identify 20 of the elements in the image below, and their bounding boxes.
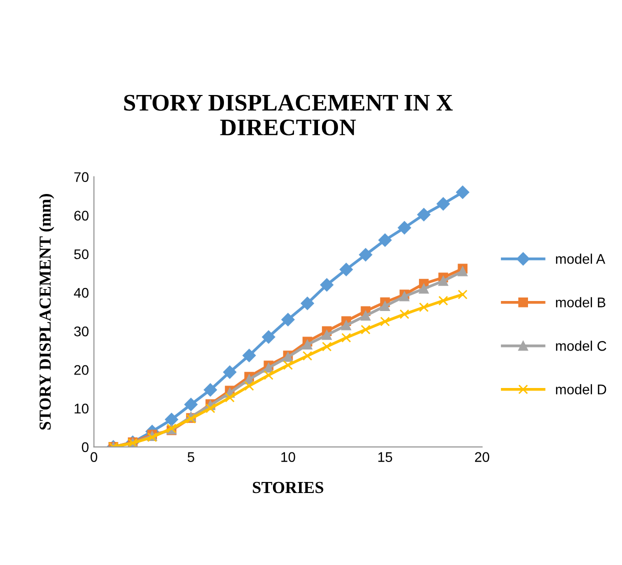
y-tick-label: 10 bbox=[74, 404, 89, 414]
legend-label: model D bbox=[556, 384, 606, 394]
y-tick-label: 30 bbox=[74, 326, 89, 336]
y-tick-label: 0 bbox=[82, 442, 89, 452]
x-tick-label: 10 bbox=[281, 452, 296, 462]
x-tick-label: 5 bbox=[188, 452, 194, 462]
y-tick-label: 60 bbox=[74, 210, 89, 221]
legend-label: model C bbox=[556, 340, 606, 351]
chart-title: STORY DISPLACEMENT IN X DIRECTION bbox=[124, 94, 453, 136]
x-axis-title: STORIES bbox=[252, 482, 324, 494]
x-tick-label: 15 bbox=[378, 452, 392, 462]
y-tick-label: 50 bbox=[74, 249, 89, 260]
x-tick-label: 0 bbox=[90, 452, 98, 462]
legend-label: model A bbox=[556, 254, 606, 264]
y-axis-title: STORY DISPLACEMENT (mm) bbox=[39, 194, 54, 430]
y-tick-label: 20 bbox=[74, 365, 89, 375]
y-tick-label: 70 bbox=[74, 172, 89, 182]
legend-label: model B bbox=[556, 297, 606, 308]
y-tick-label: 40 bbox=[74, 288, 89, 298]
x-tick-label: 20 bbox=[475, 452, 490, 462]
